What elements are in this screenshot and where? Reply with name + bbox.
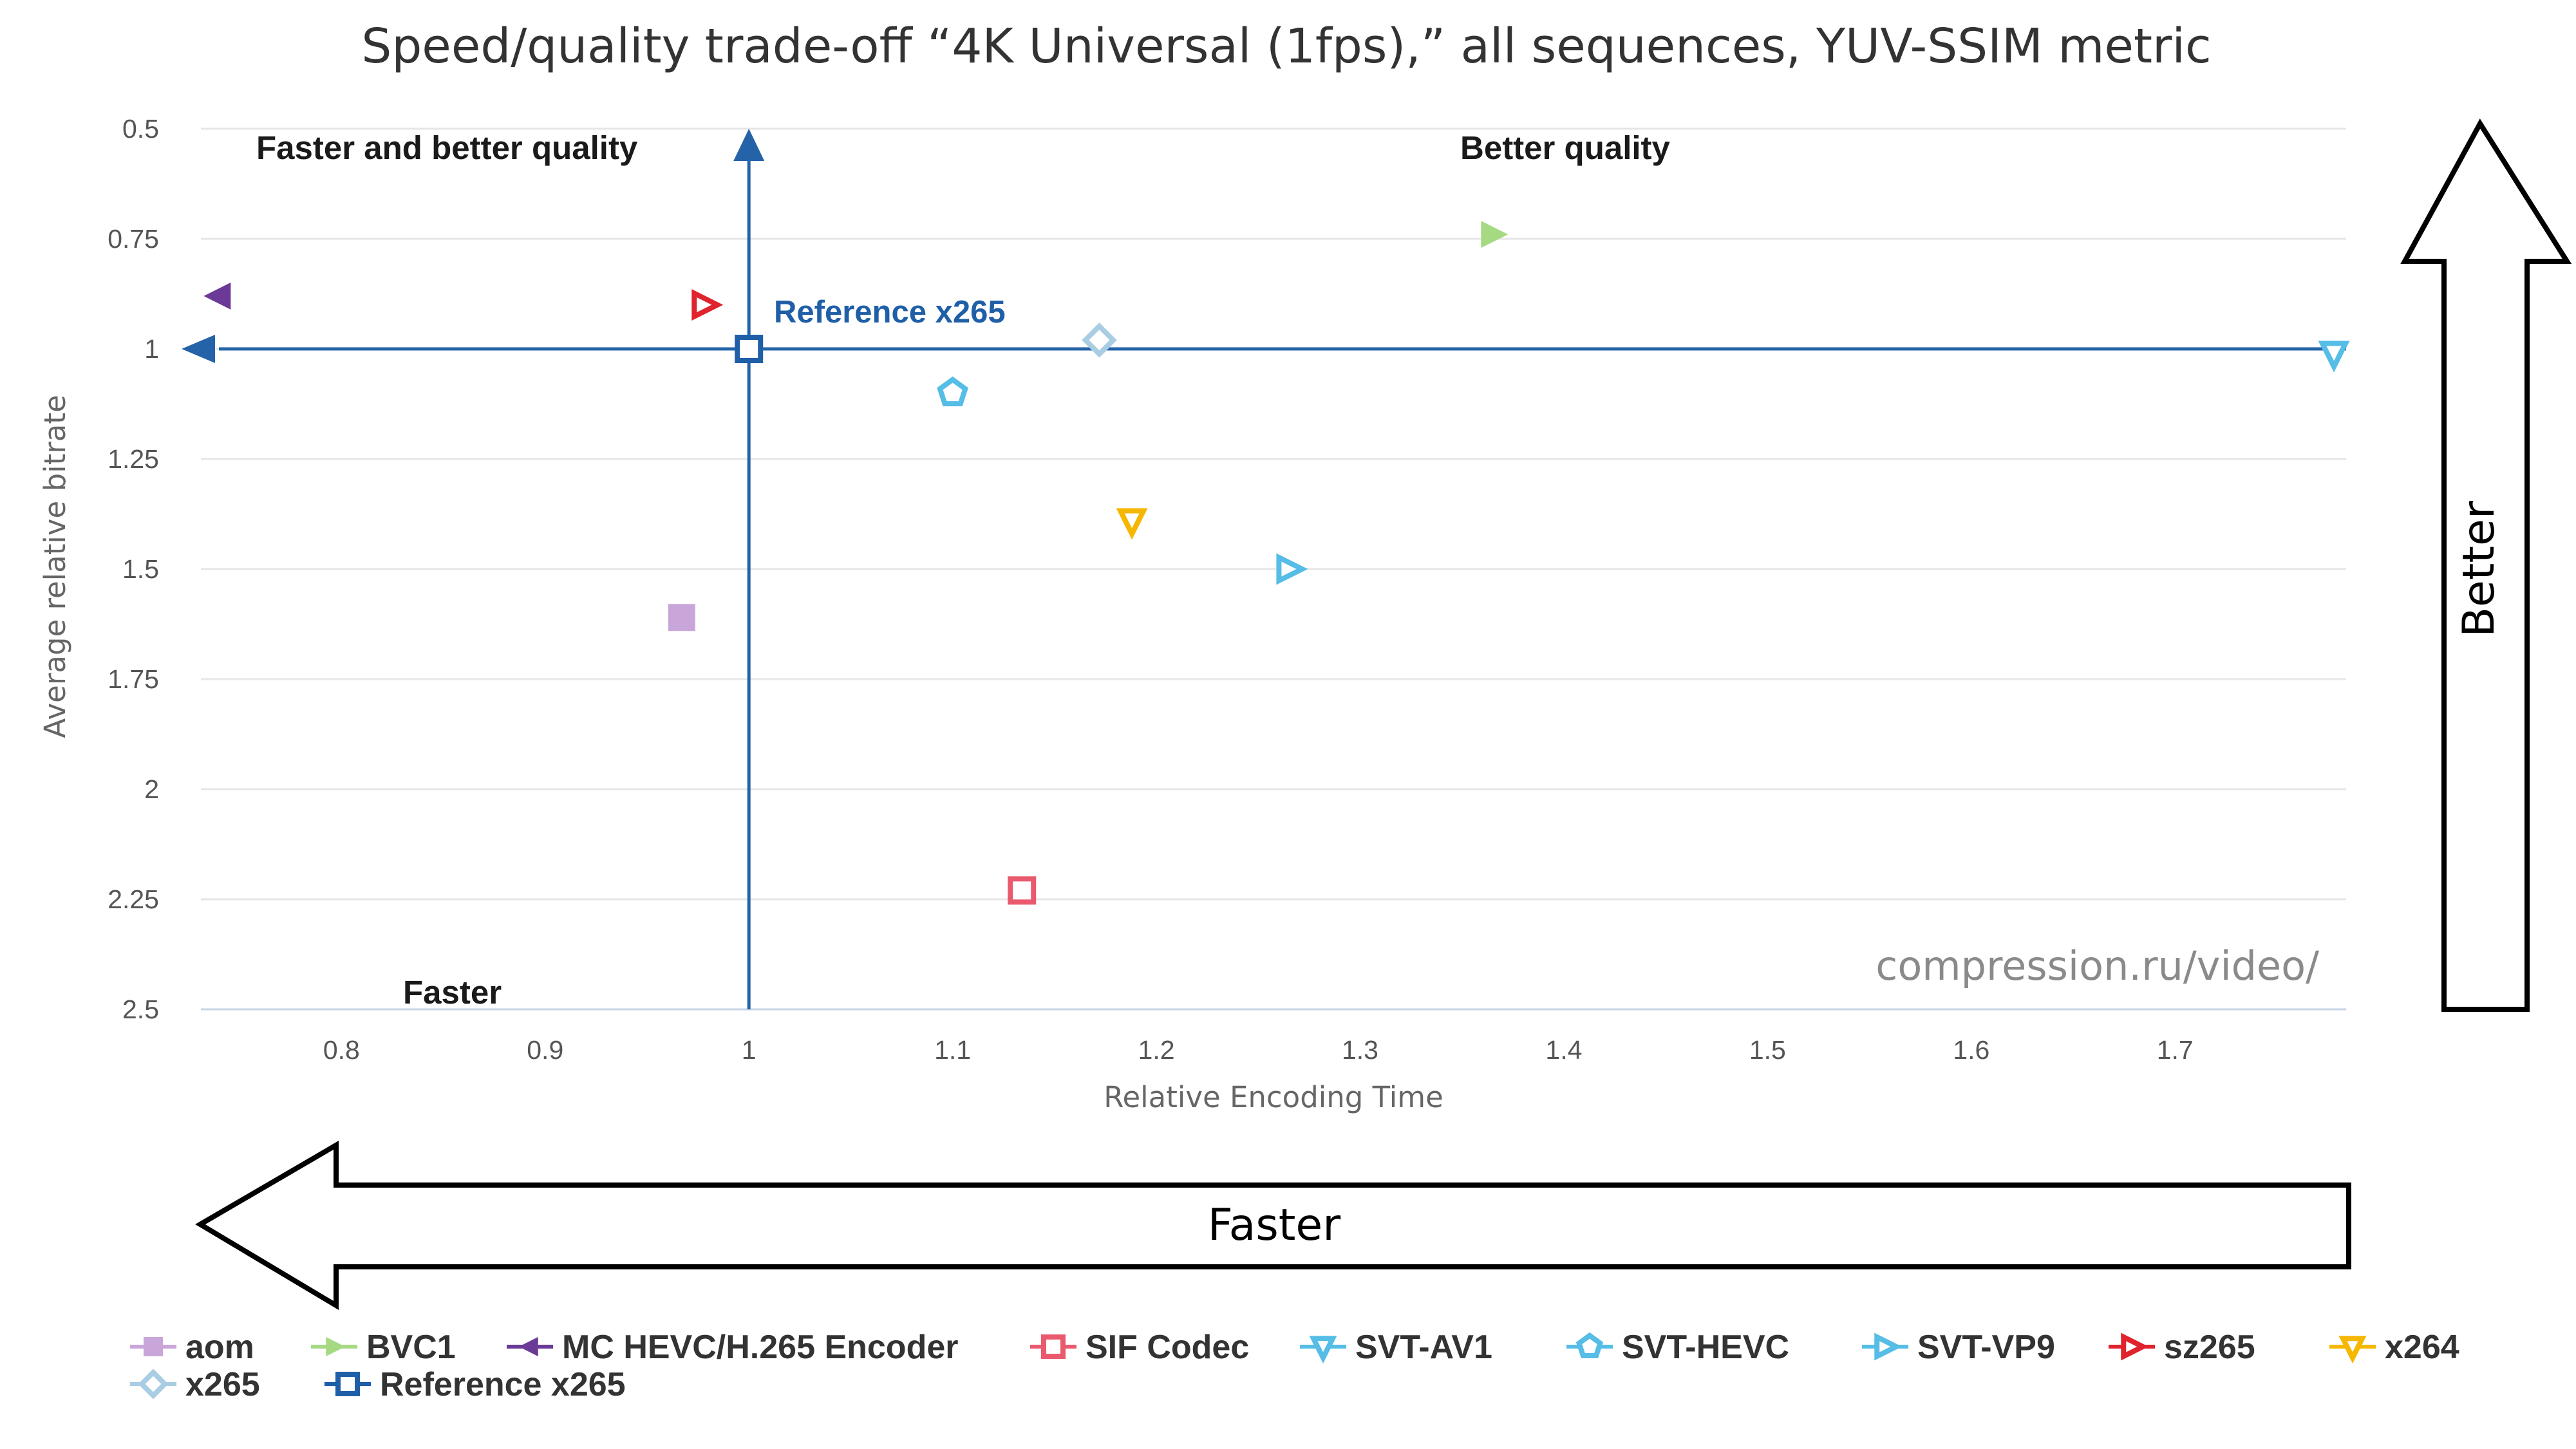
y-tick-label: 1.75: [108, 664, 159, 694]
y-tick-label: 2.5: [122, 995, 159, 1024]
legend-marker: [326, 1337, 346, 1356]
point-sif-codec: [1008, 876, 1037, 905]
legend-item-x264: x264: [2329, 1329, 2459, 1366]
gridlines: [201, 127, 2346, 1011]
y-axis-label: Average relative bitrate: [38, 395, 72, 738]
legend-item-reference-x265: Reference x265: [324, 1366, 626, 1403]
legend-marker: [335, 1372, 360, 1396]
watermark: compression.ru/video/: [1876, 942, 2319, 989]
legend-marker: [1309, 1336, 1337, 1364]
point-sz265: [691, 289, 724, 321]
legend-item-svt-av1: SVT-AV1: [1300, 1329, 1492, 1366]
legend-marker: [2338, 1336, 2367, 1364]
x-tick-label: 1.5: [1749, 1035, 1786, 1065]
x-tick-label: 1.3: [1342, 1035, 1378, 1065]
point-bvc1: [1481, 221, 1509, 248]
y-tick-label: 0.75: [108, 224, 159, 254]
point-x264: [1116, 508, 1148, 540]
x-tick-label: 0.8: [323, 1035, 360, 1065]
legend-label: aom: [185, 1329, 254, 1366]
legend-marker: [1874, 1332, 1903, 1361]
x-tick-label: 1.6: [1953, 1035, 1989, 1065]
legend-label: SVT-AV1: [1355, 1329, 1492, 1366]
legend-item-svt-vp9: SVT-VP9: [1862, 1329, 2055, 1366]
y-tick-label: 2: [144, 774, 159, 804]
legend-label: sz265: [2164, 1329, 2255, 1366]
legend-marker: [138, 1369, 169, 1399]
legend-item-x265: x265: [130, 1366, 260, 1403]
legend-label: Reference x265: [380, 1366, 626, 1403]
legend-label: SIF Codec: [1086, 1329, 1249, 1366]
point-mc-hevc-h-265-encoder: [203, 282, 231, 310]
legend-item-svt-hevc: SVT-HEVC: [1566, 1329, 1789, 1366]
faster-arrow-label: Faster: [1208, 1200, 1340, 1251]
legend-marker: [1041, 1334, 1066, 1359]
point-svt-hevc: [937, 376, 969, 407]
point-svt-vp9: [1276, 553, 1308, 585]
x-tick-label: 0.9: [527, 1035, 563, 1065]
legend-marker: [144, 1337, 163, 1356]
y-tick-label: 1.5: [122, 554, 159, 584]
annotation-better-quality: Better quality: [1460, 129, 1671, 166]
chart-title: Speed/quality trade-off “4K Universal (1…: [361, 19, 2211, 74]
reference-horizontal-arrowhead: [182, 335, 215, 363]
faster-arrow-shape: [195, 1141, 2351, 1311]
legend-label: SVT-HEVC: [1622, 1329, 1789, 1366]
legend-label: SVT-VP9: [1917, 1329, 2055, 1366]
point-x265: [1082, 323, 1117, 358]
y-tick-label: 1: [144, 334, 159, 364]
faster-big-arrow: Faster: [195, 1141, 2351, 1311]
y-tick-label: 0.5: [122, 114, 159, 144]
y-tick-label: 2.25: [108, 884, 159, 914]
better-arrow-label: Better: [2454, 501, 2505, 637]
legend-marker: [2121, 1332, 2149, 1361]
legend: aom BVC1 MC HEVC/H.265 Encoder SIF Codec SVT…: [130, 1329, 2459, 1403]
legend-label: MC HEVC/H.265 Encoder: [562, 1329, 959, 1366]
legend-item-mc-hevc-h-265-encoder: MC HEVC/H.265 Encoder: [507, 1329, 959, 1366]
x-axis-ticks: 0.8 0.9 1 1.1 1.2 1.3 1.4 1.5 1.6 1.7: [323, 1035, 2194, 1065]
reference-x265-label: Reference x265: [774, 295, 1006, 330]
reference-vertical-arrowhead: [733, 129, 765, 161]
y-axis-ticks: 0.5 0.75 1 1.25 1.5 1.75 2 2.25 2.5: [108, 114, 159, 1024]
legend-label: x265: [185, 1366, 260, 1403]
x-tick-label: 1.4: [1545, 1035, 1582, 1065]
x-tick-label: 1: [742, 1035, 757, 1065]
annotation-faster-better-quality: Faster and better quality: [256, 129, 638, 166]
legend-item-sz265: sz265: [2109, 1329, 2255, 1366]
legend-label: x264: [2385, 1329, 2459, 1366]
reference-lines: [182, 129, 2346, 1009]
y-tick-label: 1.25: [108, 444, 159, 474]
legend-label: BVC1: [366, 1329, 456, 1366]
better-big-arrow: Better: [2400, 118, 2572, 1012]
better-arrow-shape: [2400, 118, 2572, 1012]
legend-item-sif-codec: SIF Codec: [1030, 1329, 1249, 1366]
point-aom: [668, 604, 695, 631]
data-points: [203, 221, 2350, 905]
x-axis-label: Relative Encoding Time: [1104, 1080, 1443, 1114]
point-reference-x265: [735, 335, 764, 363]
legend-marker: [1575, 1332, 1604, 1358]
x-tick-label: 1.7: [2157, 1035, 2194, 1065]
legend-marker: [518, 1337, 538, 1356]
point-svt-av1: [2318, 341, 2350, 373]
x-tick-label: 1.1: [934, 1035, 971, 1065]
legend-item-bvc1: BVC1: [311, 1329, 456, 1366]
annotation-faster: Faster: [403, 974, 502, 1011]
x-tick-label: 1.2: [1138, 1035, 1175, 1065]
legend-item-aom: aom: [130, 1329, 254, 1366]
